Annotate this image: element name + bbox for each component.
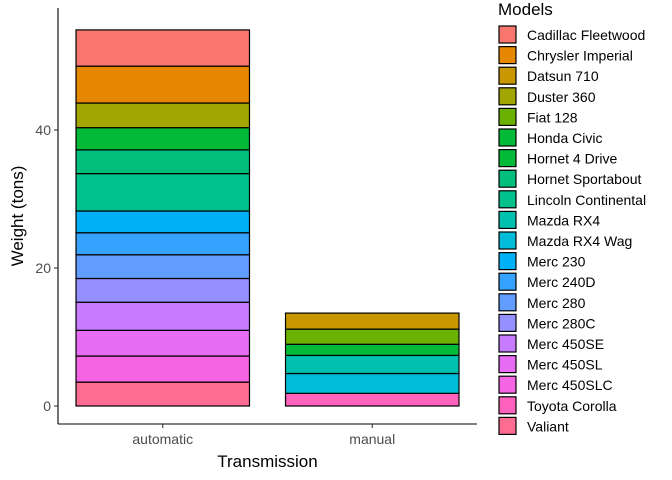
legend-label: Merc 240D — [527, 274, 595, 290]
x-tick-label: manual — [349, 431, 395, 447]
legend-label: Lincoln Continental — [527, 192, 646, 208]
legend-swatch — [498, 149, 517, 168]
legend-label: Merc 280 — [527, 295, 586, 311]
legend-swatch — [498, 190, 517, 209]
x-tick-label: automatic — [132, 431, 193, 447]
y-tick-label: 40 — [35, 122, 51, 138]
bar-segment — [75, 232, 251, 256]
legend-label: Merc 450SLC — [527, 377, 613, 393]
bar-segment — [284, 392, 460, 407]
legend-swatch — [498, 416, 517, 435]
bar-segment — [284, 354, 460, 375]
legend-swatch — [498, 355, 517, 374]
legend-label: Chrysler Imperial — [527, 48, 633, 64]
bar-segment — [284, 372, 460, 394]
legend-label: Merc 280C — [527, 315, 595, 331]
x-axis-title: Transmission — [217, 452, 317, 471]
legend-label: Merc 450SL — [527, 357, 603, 373]
legend-swatch — [498, 375, 517, 394]
bar-segment — [284, 343, 460, 357]
legend-swatch — [498, 231, 517, 250]
legend-title: Models — [498, 0, 553, 19]
legend-label: Hornet Sportabout — [527, 171, 642, 187]
legend-swatch — [498, 396, 517, 415]
legend-swatch — [498, 87, 517, 106]
bar-segment — [75, 127, 251, 151]
bar-segment — [75, 329, 251, 357]
legend-swatch — [498, 210, 517, 229]
bar-segment — [75, 381, 251, 407]
bar-segment — [75, 355, 251, 383]
legend-label: Toyota Corolla — [527, 398, 617, 414]
legend-swatch — [498, 128, 517, 147]
bar-segment — [75, 277, 251, 303]
legend-swatch — [498, 66, 517, 85]
legend-swatch — [498, 45, 517, 65]
legend-swatch — [498, 107, 517, 127]
legend-label: Merc 230 — [527, 254, 586, 270]
y-tick-label: 20 — [35, 260, 51, 276]
bar-segment — [284, 312, 460, 330]
bar-segment — [75, 301, 251, 331]
legend-swatch — [498, 334, 517, 353]
bar-segment — [75, 65, 251, 104]
legend-label: Merc 450SE — [527, 336, 604, 352]
legend-label: Mazda RX4 — [527, 212, 600, 228]
bar-segment — [75, 210, 251, 234]
y-tick-label: 0 — [43, 398, 51, 414]
legend-label: Fiat 128 — [527, 109, 578, 125]
bar-segment — [75, 29, 251, 67]
bar-segment — [75, 172, 251, 212]
y-axis-title: Weight (tons) — [8, 166, 27, 267]
legend-swatch — [498, 272, 517, 291]
legend-label: Mazda RX4 Wag — [527, 233, 632, 249]
legend-swatch — [498, 25, 517, 44]
bar-segment — [75, 149, 251, 175]
legend-label: Valiant — [527, 418, 569, 434]
legend-label: Duster 360 — [527, 89, 596, 105]
legend-swatch — [498, 252, 517, 271]
legend-label: Cadillac Fleetwood — [527, 27, 645, 43]
legend-swatch — [498, 293, 517, 312]
legend-label: Honda Civic — [527, 130, 602, 146]
bar-segment — [284, 328, 460, 345]
bar-segment — [75, 254, 251, 280]
legend-label: Hornet 4 Drive — [527, 151, 617, 167]
legend-label: Datsun 710 — [527, 68, 599, 84]
legend-swatch — [498, 169, 517, 188]
legend-swatch — [498, 313, 517, 332]
bar-segment — [75, 102, 251, 129]
